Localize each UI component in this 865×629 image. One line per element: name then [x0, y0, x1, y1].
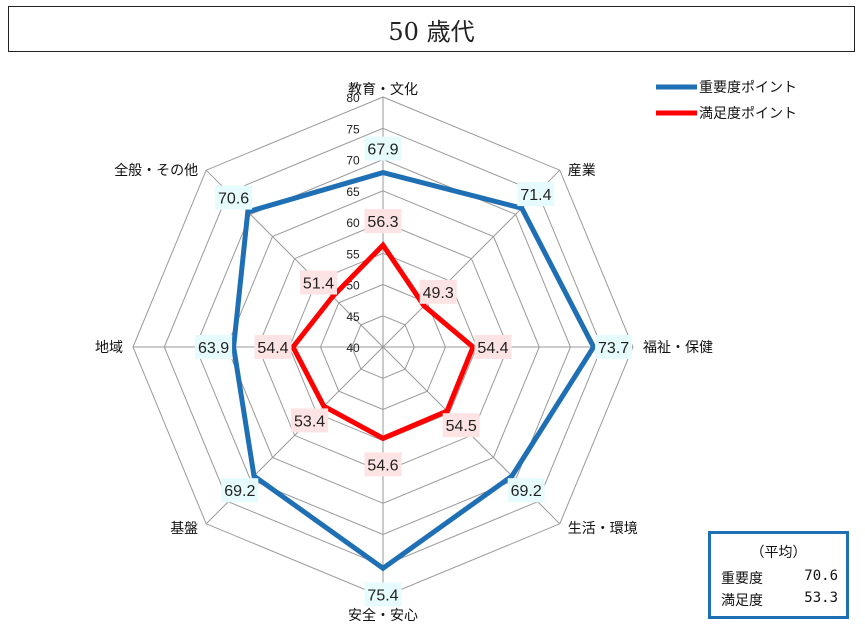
series-line-0	[231, 170, 597, 572]
data-label: 71.4	[520, 187, 551, 204]
tick-label: 40	[346, 341, 360, 355]
tick-label: 70	[346, 154, 360, 168]
average-satisfaction-label: 満足度	[721, 593, 763, 609]
average-box: （平均） 重要度 70.6 満足度 53.3	[708, 531, 849, 619]
data-label: 69.2	[224, 483, 255, 500]
data-label-bg	[195, 335, 233, 359]
tick-label: 45	[346, 310, 360, 324]
data-label: 54.5	[446, 418, 477, 435]
legend-label-1: 満足度ポイント	[699, 105, 797, 121]
data-label: 75.4	[367, 587, 398, 604]
average-importance-value: 70.6	[804, 568, 838, 584]
data-label-bg	[364, 209, 402, 234]
data-label: 63.9	[198, 340, 229, 357]
data-label: 73.7	[598, 340, 629, 357]
data-label-bg	[419, 279, 457, 304]
category-label: 地域	[95, 339, 123, 355]
data-label-bg	[221, 478, 259, 503]
data-label-bg	[300, 270, 337, 295]
tick-label: 60	[346, 216, 360, 230]
category-label: 教育・文化	[348, 81, 418, 97]
data-label-bg	[364, 582, 402, 607]
category-label: 安全・安心	[348, 607, 418, 623]
average-row-satisfaction: 満足度 53.3	[721, 590, 838, 610]
data-label: 51.4	[303, 276, 334, 293]
tick-label: 75	[346, 122, 360, 136]
data-label: 67.9	[367, 142, 398, 159]
data-label: 56.3	[367, 214, 398, 231]
average-row-importance: 重要度 70.6	[721, 568, 838, 588]
data-label-bg	[291, 408, 329, 433]
series-line-1	[290, 241, 476, 442]
category-label: 産業	[568, 162, 596, 178]
data-label: 49.3	[423, 285, 454, 302]
data-label-bg	[254, 335, 292, 359]
tick-label: 65	[346, 185, 360, 199]
series-lines	[231, 170, 597, 572]
data-label: 70.6	[218, 191, 249, 208]
data-label: 54.6	[367, 457, 398, 474]
data-labels: 67.9 71.4 73.7 69.2 75.4 69.2 63.9 70.6 56.3 49.3…	[195, 136, 633, 607]
data-label-bg	[364, 136, 402, 161]
category-label: 全般・その他	[114, 162, 198, 178]
average-title: （平均）	[750, 545, 807, 561]
category-label: 生活・環境	[568, 520, 638, 536]
data-label-bg	[364, 452, 402, 477]
data-label-bg	[595, 335, 633, 359]
data-label-bg	[215, 185, 253, 210]
data-label-bg	[474, 335, 512, 359]
legend-label-0: 重要度ポイント	[699, 79, 797, 95]
data-label: 54.4	[257, 340, 288, 357]
data-label-bg	[507, 478, 545, 503]
data-label: 54.4	[477, 340, 508, 357]
tick-label: 55	[346, 247, 360, 261]
data-label-bg	[517, 182, 555, 207]
average-importance-label: 重要度	[721, 571, 763, 587]
tick-label: 80	[346, 91, 360, 105]
data-label: 69.2	[511, 483, 542, 500]
category-label: 基盤	[170, 520, 198, 536]
average-satisfaction-value: 53.3	[804, 590, 838, 606]
chart-title: 50 歳代	[8, 6, 855, 52]
category-label: 福祉・保健	[643, 339, 713, 355]
data-label: 53.4	[294, 413, 325, 430]
data-label-bg	[442, 413, 480, 438]
